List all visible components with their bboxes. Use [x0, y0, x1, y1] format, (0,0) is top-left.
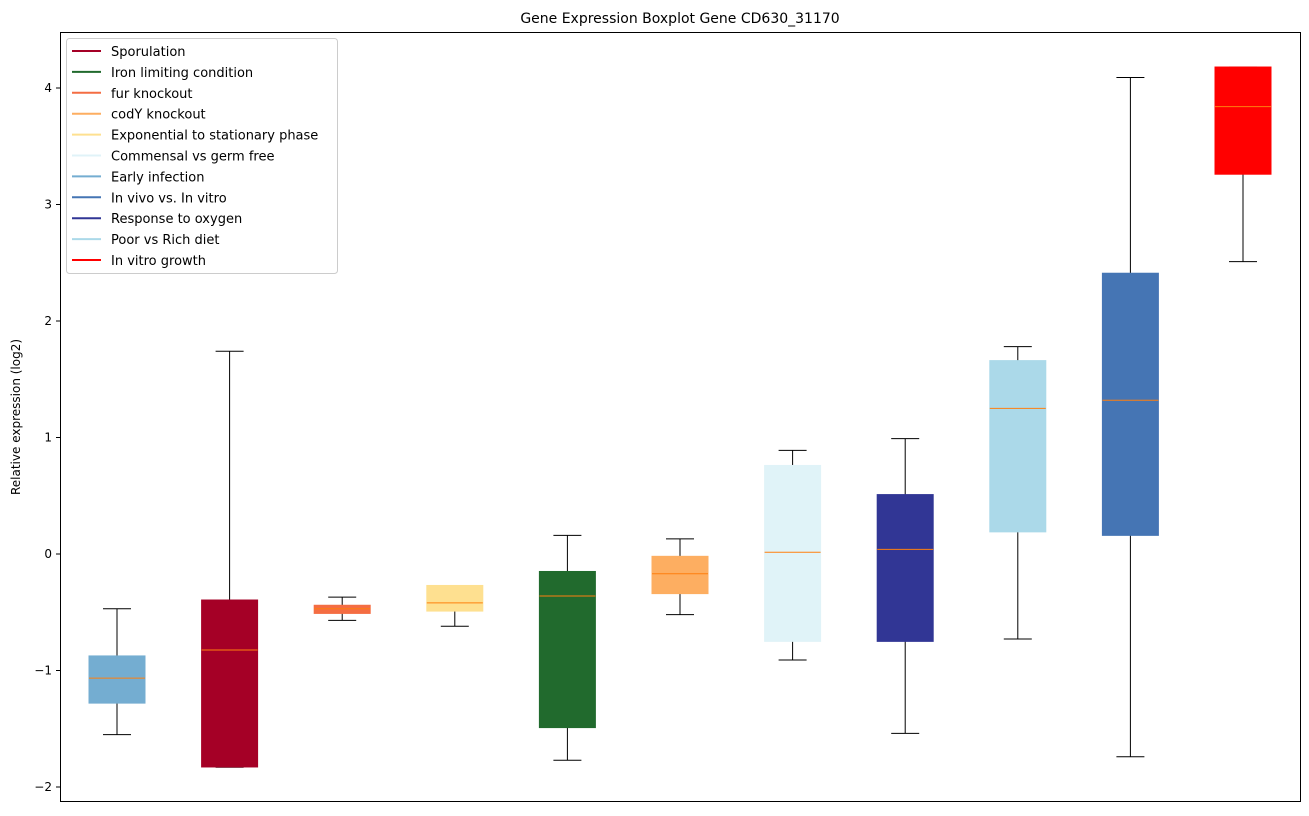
- box-in-vivo-vs-in-vitro: [1101, 77, 1159, 758]
- y-tick-label: 2: [44, 314, 52, 328]
- y-tick-label: 0: [44, 547, 52, 561]
- box-body: [201, 599, 259, 768]
- chart-title: Gene Expression Boxplot Gene CD630_31170: [520, 11, 839, 27]
- legend-label: Commensal vs germ free: [111, 150, 274, 165]
- plot-frame: [60, 32, 1301, 802]
- y-tick-label: 1: [44, 431, 52, 445]
- box-body: [313, 604, 371, 614]
- y-tick-label: 3: [44, 198, 52, 212]
- box-exponential-to-stationary-phase: [426, 584, 484, 627]
- y-tick-label: −1: [34, 664, 52, 678]
- box-body: [426, 584, 484, 612]
- box-body: [876, 494, 934, 642]
- box-commensal-vs-germ-free: [764, 449, 822, 661]
- box-body: [764, 464, 822, 642]
- box-in-vitro-growth: [1214, 66, 1272, 263]
- legend: Sporulation Iron limiting condition fur kn…: [66, 38, 338, 274]
- legend-label: Early infection: [111, 170, 204, 185]
- y-tick-label: 4: [44, 81, 52, 95]
- box-body: [651, 555, 709, 595]
- legend-label: fur knockout: [111, 87, 193, 102]
- box-body: [538, 570, 596, 729]
- legend-box: [66, 38, 338, 274]
- box-poor-vs-rich-diet: [989, 346, 1047, 640]
- y-tick-label: −2: [34, 780, 52, 794]
- legend-label: Poor vs Rich diet: [111, 233, 219, 248]
- box-fur-knockout: [313, 596, 371, 621]
- box-response-to-oxygen: [876, 438, 934, 734]
- box-sporulation: [201, 350, 259, 768]
- y-axis-label: Relative expression (log2): [9, 339, 23, 495]
- legend-label: Response to oxygen: [111, 212, 242, 227]
- legend-label: Iron limiting condition: [111, 66, 253, 81]
- legend-label: In vitro growth: [111, 254, 206, 269]
- box-cody-knockout: [651, 538, 709, 616]
- legend-label: In vivo vs. In vitro: [111, 191, 227, 206]
- legend-label: Sporulation: [111, 45, 186, 60]
- box-early-infection: [88, 608, 146, 736]
- box-body: [1214, 66, 1272, 175]
- legend-label: Exponential to stationary phase: [111, 129, 318, 144]
- box-body: [989, 360, 1047, 533]
- box-iron-limiting-condition: [538, 534, 596, 761]
- box-body: [1101, 272, 1159, 536]
- box-body: [88, 655, 146, 704]
- legend-label: codY knockout: [111, 108, 206, 123]
